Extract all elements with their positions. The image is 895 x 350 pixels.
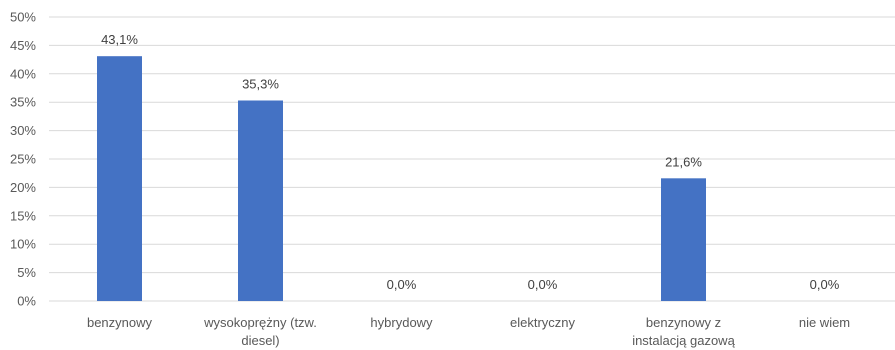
category-label: benzynowy (87, 315, 153, 330)
y-tick-label: 0% (17, 294, 36, 309)
y-tick-label: 35% (10, 95, 36, 110)
data-label: 0,0% (810, 277, 840, 292)
category-label: benzynowy z instalacją gazową (632, 315, 735, 348)
category-label: elektryczny (510, 315, 576, 330)
data-label: 35,3% (242, 76, 279, 91)
y-axis: 0% 5% 10% 15% 20% 25% 30% 35% 40% 45% 50% (10, 10, 36, 309)
data-labels: 43,1% 35,3% 0,0% 0,0% 21,6% 0,0% (101, 32, 840, 292)
category-label: nie wiem (799, 315, 850, 330)
y-tick-label: 45% (10, 38, 36, 53)
bar (97, 56, 142, 301)
y-tick-label: 40% (10, 66, 36, 81)
gridlines (49, 16, 895, 302)
data-label: 0,0% (528, 277, 558, 292)
bars (97, 56, 706, 301)
y-tick-label: 30% (10, 123, 36, 138)
y-tick-label: 25% (10, 152, 36, 167)
category-label: wysokoprężny (tzw. diesel) (203, 315, 317, 348)
bar (661, 178, 706, 301)
data-label: 43,1% (101, 32, 138, 47)
y-tick-label: 10% (10, 237, 36, 252)
y-tick-label: 15% (10, 208, 36, 223)
y-tick-label: 5% (17, 265, 36, 280)
y-tick-label: 50% (10, 10, 36, 25)
x-axis: benzynowy wysokoprężny (tzw. diesel) hybryd… (87, 315, 850, 348)
bar (238, 100, 283, 301)
data-label: 0,0% (387, 277, 417, 292)
y-tick-label: 20% (10, 180, 36, 195)
data-label: 21,6% (665, 154, 702, 169)
category-label: hybrydowy (370, 315, 433, 330)
